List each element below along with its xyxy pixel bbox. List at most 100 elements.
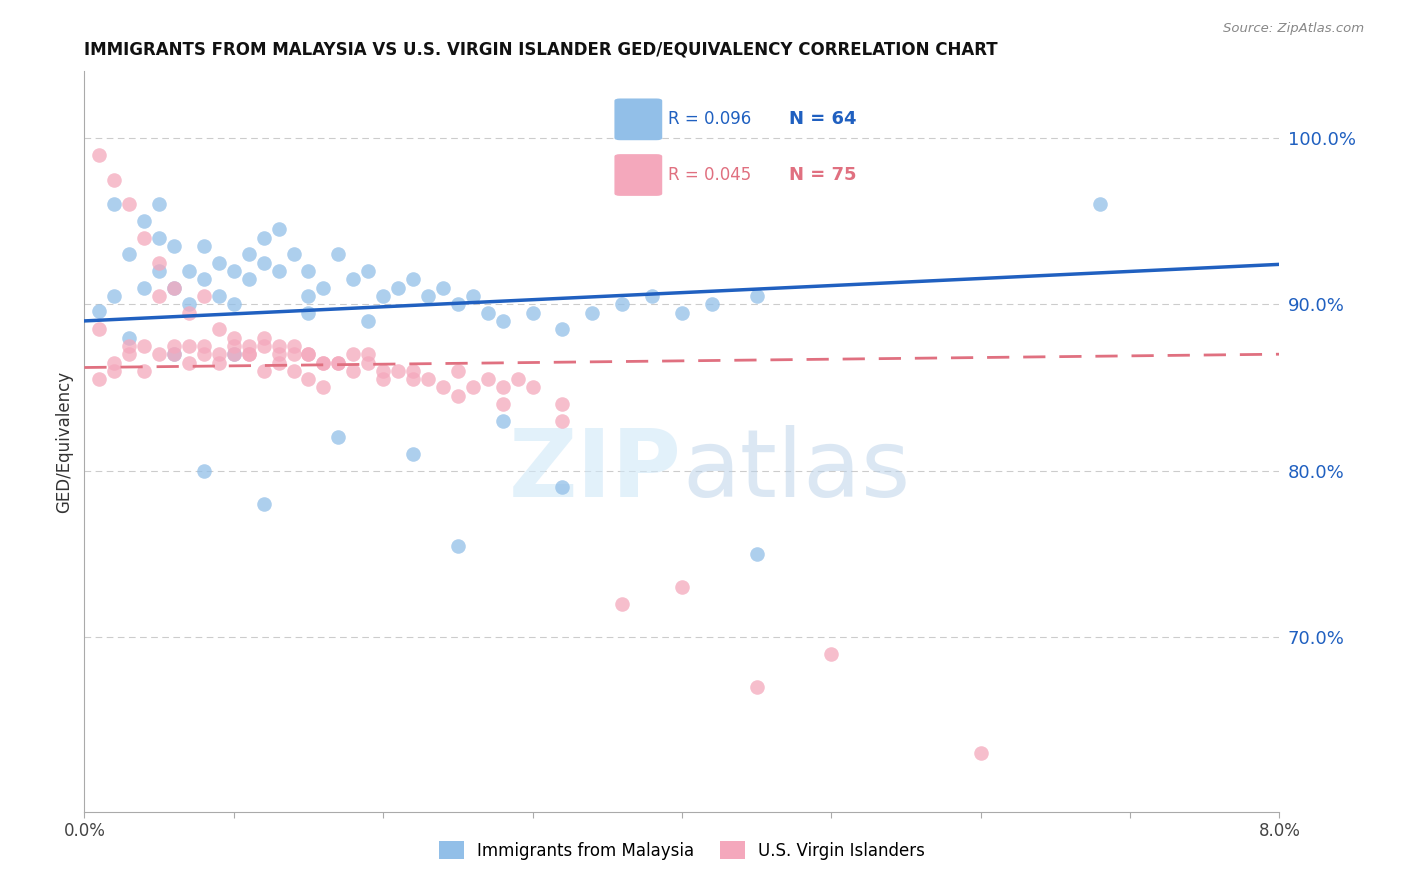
Point [132, 364, 156, 378]
Point [551, 480, 574, 494]
Point [283, 339, 305, 353]
Text: atlas: atlas [682, 425, 910, 517]
Point [163, 347, 186, 361]
FancyBboxPatch shape [614, 154, 662, 196]
Point [312, 380, 335, 394]
Point [177, 339, 200, 353]
Point [238, 247, 260, 261]
Point [148, 264, 170, 278]
Point [1090, 197, 1112, 211]
Point [253, 497, 276, 511]
Point [132, 231, 156, 245]
Point [222, 347, 245, 361]
FancyBboxPatch shape [614, 98, 662, 140]
Point [387, 280, 409, 294]
Point [283, 347, 305, 361]
Point [118, 330, 141, 344]
Point [118, 247, 141, 261]
Point [461, 380, 484, 394]
Point [402, 372, 425, 386]
Point [342, 272, 364, 286]
Point [208, 255, 231, 269]
Point [222, 347, 245, 361]
Point [492, 414, 515, 428]
Point [328, 355, 350, 369]
Point [357, 314, 380, 328]
Point [297, 264, 319, 278]
Point [267, 355, 290, 369]
Point [461, 289, 484, 303]
Point [373, 372, 395, 386]
Point [447, 364, 470, 378]
Point [402, 447, 425, 461]
Point [312, 355, 335, 369]
Point [103, 364, 125, 378]
Point [671, 305, 693, 319]
Point [103, 172, 125, 186]
Point [328, 430, 350, 444]
Point [551, 322, 574, 336]
Text: N = 75: N = 75 [789, 166, 856, 184]
Point [267, 222, 290, 236]
Point [222, 330, 245, 344]
Point [283, 247, 305, 261]
Point [118, 339, 141, 353]
Point [253, 231, 276, 245]
Point [283, 364, 305, 378]
Point [416, 289, 439, 303]
Point [222, 264, 245, 278]
Point [492, 397, 515, 411]
Point [103, 355, 125, 369]
Point [477, 372, 499, 386]
Text: IMMIGRANTS FROM MALAYSIA VS U.S. VIRGIN ISLANDER GED/EQUIVALENCY CORRELATION CHA: IMMIGRANTS FROM MALAYSIA VS U.S. VIRGIN … [84, 41, 998, 59]
Point [522, 305, 544, 319]
Point [148, 347, 170, 361]
Point [492, 380, 515, 394]
Point [89, 372, 111, 386]
Point [208, 347, 231, 361]
Point [103, 197, 125, 211]
Point [267, 347, 290, 361]
Point [506, 372, 529, 386]
Point [163, 239, 186, 253]
Point [402, 272, 425, 286]
Point [208, 355, 231, 369]
Point [551, 414, 574, 428]
Point [581, 305, 603, 319]
Point [89, 304, 111, 318]
Text: ZIP: ZIP [509, 425, 682, 517]
Point [253, 364, 276, 378]
Point [357, 347, 380, 361]
Point [328, 355, 350, 369]
Point [373, 289, 395, 303]
Point [267, 339, 290, 353]
Point [89, 322, 111, 336]
Text: R = 0.045: R = 0.045 [668, 166, 751, 184]
Point [89, 147, 111, 161]
Text: R = 0.096: R = 0.096 [668, 111, 751, 128]
Text: N = 64: N = 64 [789, 111, 856, 128]
Point [208, 322, 231, 336]
Point [641, 289, 664, 303]
Y-axis label: GED/Equivalency: GED/Equivalency [55, 370, 73, 513]
Point [222, 339, 245, 353]
Point [193, 464, 215, 478]
Point [342, 364, 364, 378]
Point [700, 297, 723, 311]
Point [163, 347, 186, 361]
Point [193, 339, 215, 353]
Point [297, 289, 319, 303]
Point [477, 305, 499, 319]
Text: Source: ZipAtlas.com: Source: ZipAtlas.com [1223, 22, 1364, 36]
Legend: Immigrants from Malaysia, U.S. Virgin Islanders: Immigrants from Malaysia, U.S. Virgin Is… [433, 835, 931, 866]
Point [238, 272, 260, 286]
Point [238, 347, 260, 361]
Point [253, 339, 276, 353]
Point [357, 355, 380, 369]
Point [118, 347, 141, 361]
Point [193, 272, 215, 286]
Point [222, 297, 245, 311]
Point [612, 297, 634, 311]
Point [447, 297, 470, 311]
Point [745, 289, 768, 303]
